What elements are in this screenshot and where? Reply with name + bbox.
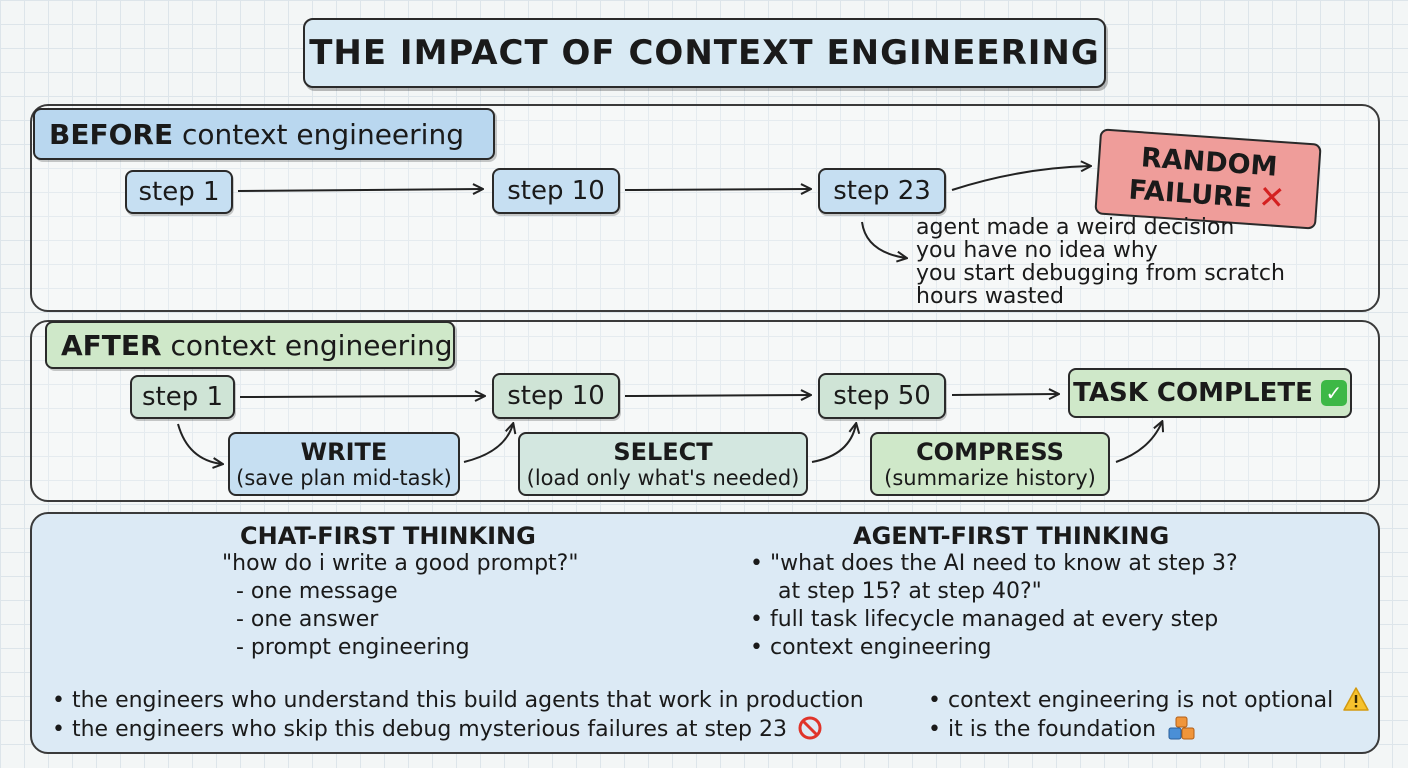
technique-name: SELECT <box>613 438 713 466</box>
before-step-23: step 23 <box>818 168 946 214</box>
bottom-note: • it is the foundation <box>928 715 1370 744</box>
bottom-note-text: • the engineers who understand this buil… <box>52 688 864 713</box>
before-step-1: step 1 <box>125 170 233 214</box>
bottom-left-notes: • the engineers who understand this buil… <box>52 686 864 744</box>
before-step-10: step 10 <box>492 168 620 214</box>
after-label-bold: AFTER <box>61 328 162 362</box>
note-line: you have no idea why <box>916 238 1158 263</box>
page-title: THE IMPACT OF CONTEXT ENGINEERING <box>303 18 1106 88</box>
arrow-before-23-notes <box>861 221 906 258</box>
agent-line: • context engineering <box>750 635 992 660</box>
task-complete-box: TASK COMPLETE ✓ <box>1068 368 1352 418</box>
x-mark-icon: ✕ <box>1257 177 1287 217</box>
bottom-note-text: • the engineers who skip this debug myst… <box>52 717 788 742</box>
note-line: agent made a weird decision <box>916 215 1235 240</box>
technique-desc: (summarize history) <box>884 466 1096 490</box>
technique-compress: COMPRESS (summarize history) <box>870 432 1110 496</box>
arrow-before-1-10 <box>237 189 482 191</box>
technique-desc: (load only what's needed) <box>526 466 800 490</box>
after-label: AFTER context engineering <box>45 321 455 369</box>
agent-line: • full task lifecycle managed at every s… <box>750 607 1219 632</box>
after-label-text: context engineering <box>170 328 453 362</box>
check-mark-icon: ✓ <box>1320 380 1347 406</box>
before-label-bold: BEFORE <box>49 117 174 151</box>
arrow-compress-task <box>1115 422 1162 463</box>
technique-select: SELECT (load only what's needed) <box>518 432 808 496</box>
before-label-text: context engineering <box>182 117 464 151</box>
technique-write: WRITE (save plan mid-task) <box>228 432 460 496</box>
note-line: hours wasted <box>916 284 1064 309</box>
after-step-10: step 10 <box>492 373 620 419</box>
task-complete-label: TASK COMPLETE <box>1073 378 1313 408</box>
agent-line: • "what does the AI need to know at step… <box>750 551 1238 576</box>
arrow-select-step50 <box>811 424 856 463</box>
chat-first-heading: CHAT-FIRST THINKING <box>240 522 536 550</box>
technique-desc: (save plan mid-task) <box>236 466 452 490</box>
bottom-note-text: • it is the foundation <box>928 717 1157 742</box>
bottom-note: • context engineering is not optional <box>928 686 1370 715</box>
arrow-before-23-failure <box>951 166 1090 191</box>
blocks-icon <box>1168 716 1195 740</box>
arrow-before-10-23 <box>624 189 810 190</box>
bottom-right-notes: • context engineering is not optional • … <box>928 686 1370 744</box>
arrow-after-1-10 <box>239 396 484 397</box>
agent-line: at step 15? at step 40?" <box>750 579 1042 604</box>
arrow-after-10-50 <box>624 395 810 396</box>
failure-line2: FAILURE <box>1127 174 1254 214</box>
agent-first-heading: AGENT-FIRST THINKING <box>853 522 1170 550</box>
after-step-1: step 1 <box>130 375 235 419</box>
chat-line: - one answer <box>222 607 379 632</box>
arrow-after-50-task <box>951 394 1058 395</box>
technique-name: WRITE <box>300 438 388 466</box>
arrow-step1-write <box>177 423 222 464</box>
chat-line: - one message <box>222 579 398 604</box>
no-entry-icon <box>798 716 822 740</box>
bottom-note-text: • context engineering is not optional <box>928 688 1334 713</box>
after-step-50: step 50 <box>818 373 946 419</box>
warning-icon <box>1343 687 1370 711</box>
chat-first-list: "how do i write a good prompt?" - one me… <box>222 550 578 662</box>
bottom-note: • the engineers who understand this buil… <box>52 686 864 715</box>
bottom-note: • the engineers who skip this debug myst… <box>52 715 864 744</box>
note-line: you start debugging from scratch <box>916 261 1285 286</box>
agent-first-list: • "what does the AI need to know at step… <box>750 550 1238 662</box>
chat-line: "how do i write a good prompt?" <box>222 551 579 576</box>
technique-name: COMPRESS <box>916 438 1064 466</box>
chat-line: - prompt engineering <box>222 635 470 660</box>
arrow-write-step10 <box>463 424 513 463</box>
failure-notes: agent made a weird decision you have no … <box>916 216 1285 308</box>
before-label: BEFORE context engineering <box>33 108 495 160</box>
comparison-panel <box>30 512 1380 754</box>
